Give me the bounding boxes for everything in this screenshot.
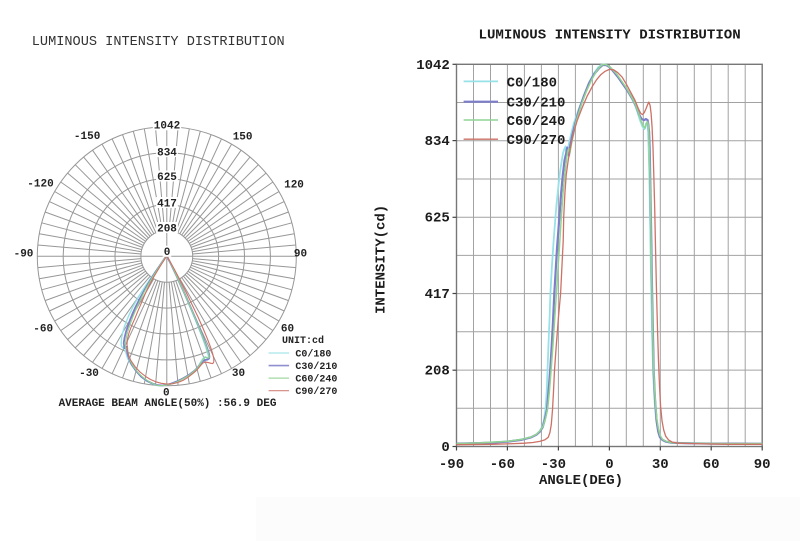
svg-text:1042: 1042 [154,121,180,133]
svg-text:AVERAGE BEAM ANGLE(50%) :56.9: AVERAGE BEAM ANGLE(50%) :56.9 DEG [59,398,277,410]
svg-text:834: 834 [425,134,450,150]
svg-text:625: 625 [425,211,450,227]
svg-text:0: 0 [164,247,171,259]
svg-text:60: 60 [703,457,720,473]
svg-text:C60/240: C60/240 [507,114,566,130]
svg-text:-30: -30 [541,457,566,473]
svg-text:90: 90 [754,457,771,473]
svg-text:1042: 1042 [416,58,450,74]
svg-text:120: 120 [284,179,304,191]
svg-text:C60/240: C60/240 [295,374,337,386]
svg-text:208: 208 [425,364,450,380]
svg-text:90: 90 [294,249,307,261]
svg-text:C30/210: C30/210 [295,361,337,373]
svg-text:C90/270: C90/270 [507,133,566,149]
svg-text:834: 834 [157,148,177,160]
svg-text:417: 417 [425,287,450,303]
svg-text:0: 0 [605,457,613,473]
svg-text:-90: -90 [14,249,34,261]
svg-text:UNIT:cd: UNIT:cd [282,335,324,347]
svg-text:417: 417 [157,198,177,210]
svg-text:C90/270: C90/270 [295,386,337,398]
svg-text:-120: -120 [27,178,53,190]
svg-text:-30: -30 [79,368,99,380]
svg-text:30: 30 [232,368,245,380]
svg-text:C0/180: C0/180 [507,75,557,91]
svg-text:0: 0 [163,388,170,400]
svg-text:INTENSITY(cd): INTENSITY(cd) [374,205,390,314]
svg-text:C30/210: C30/210 [507,96,566,112]
svg-text:C0/180: C0/180 [295,349,331,361]
svg-text:LUMINOUS INTENSITY DISTRIBUTIO: LUMINOUS INTENSITY DISTRIBUTION [32,35,285,50]
svg-text:150: 150 [233,132,253,144]
svg-text:LUMINOUS INTENSITY DISTRIBUTIO: LUMINOUS INTENSITY DISTRIBUTION [479,28,741,44]
svg-text:625: 625 [157,172,177,184]
svg-text:208: 208 [157,223,177,235]
svg-text:-150: -150 [74,131,100,143]
svg-text:-60: -60 [490,457,515,473]
svg-text:30: 30 [652,457,669,473]
svg-text:ANGLE(DEG): ANGLE(DEG) [539,473,623,489]
svg-text:-90: -90 [439,457,464,473]
svg-text:60: 60 [281,323,294,335]
svg-text:0: 0 [441,440,449,456]
svg-text:-60: -60 [33,324,53,336]
